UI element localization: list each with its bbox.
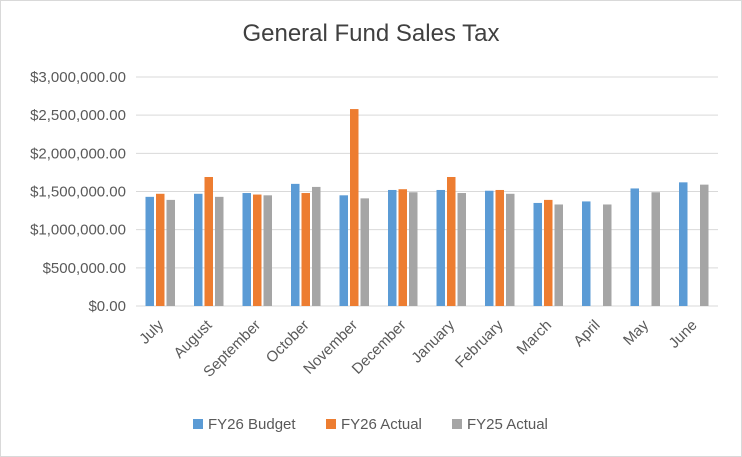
x-tick-label: March	[514, 317, 555, 358]
bar-fy26-actual-december	[398, 189, 407, 306]
bar-fy25-actual-december	[409, 192, 418, 306]
bar-fy26-actual-february	[495, 189, 504, 306]
legend-label: FY25 Actual	[467, 416, 548, 433]
y-tick-label: $2,500,000.00	[30, 107, 126, 124]
legend-label: FY26 Budget	[208, 416, 296, 433]
y-tick-label: $1,500,000.00	[30, 184, 126, 201]
x-tick-label: August	[171, 316, 217, 362]
bar-fy26-budget-july	[145, 196, 154, 306]
bar-fy26-budget-october	[291, 183, 300, 306]
bar-fy26-budget-may	[630, 188, 639, 306]
bar-fy26-budget-january	[436, 189, 445, 306]
bar-fy25-actual-june	[700, 184, 709, 306]
y-tick-label: $1,000,000.00	[30, 222, 126, 239]
bar-fy26-actual-july	[156, 193, 165, 306]
bar-fy26-actual-august	[204, 176, 213, 306]
bar-fy26-budget-april	[582, 201, 591, 306]
bar-fy25-actual-september	[263, 195, 272, 306]
legend-swatch	[326, 419, 336, 429]
bar-fy26-budget-september	[242, 193, 251, 306]
x-tick-label: July	[136, 316, 167, 347]
bar-fy25-actual-march	[554, 204, 563, 306]
bar-fy26-budget-november	[339, 195, 348, 306]
y-tick-label: $500,000.00	[43, 260, 126, 277]
bar-fy26-actual-march	[544, 199, 553, 306]
bar-fy26-actual-october	[301, 193, 310, 306]
bar-fy25-actual-october	[312, 186, 321, 306]
y-tick-label: $2,000,000.00	[30, 145, 126, 162]
bar-fy26-actual-january	[447, 176, 456, 306]
bar-fy25-actual-august	[215, 196, 224, 306]
x-tick-label: June	[666, 317, 701, 352]
bar-fy26-budget-march	[533, 202, 542, 306]
y-tick-label: $3,000,000.00	[30, 69, 126, 86]
bar-fy25-actual-february	[506, 193, 515, 306]
legend-swatch	[193, 419, 203, 429]
bar-fy25-actual-april	[603, 204, 612, 306]
x-tick-label: April	[570, 317, 603, 350]
x-tick-label: May	[620, 316, 652, 348]
bar-fy25-actual-may	[651, 192, 660, 306]
x-tick-label: January	[408, 316, 458, 366]
bar-fy26-budget-february	[485, 190, 494, 306]
bar-fy25-actual-july	[166, 199, 175, 306]
bar-fy26-budget-june	[679, 182, 688, 306]
legend-label: FY26 Actual	[341, 416, 422, 433]
bar-fy26-actual-november	[350, 109, 359, 306]
legend-swatch	[452, 419, 462, 429]
bar-fy25-actual-january	[457, 193, 466, 306]
bar-fy26-budget-august	[194, 193, 203, 306]
bar-fy26-budget-december	[388, 189, 397, 306]
bar-fy26-actual-september	[253, 194, 262, 306]
x-tick-label: February	[452, 316, 507, 371]
bar-fy25-actual-november	[360, 198, 369, 306]
chart-title: General Fund Sales Tax	[242, 20, 500, 47]
x-tick-label: October	[263, 317, 313, 367]
y-tick-label: $0.00	[88, 298, 126, 315]
